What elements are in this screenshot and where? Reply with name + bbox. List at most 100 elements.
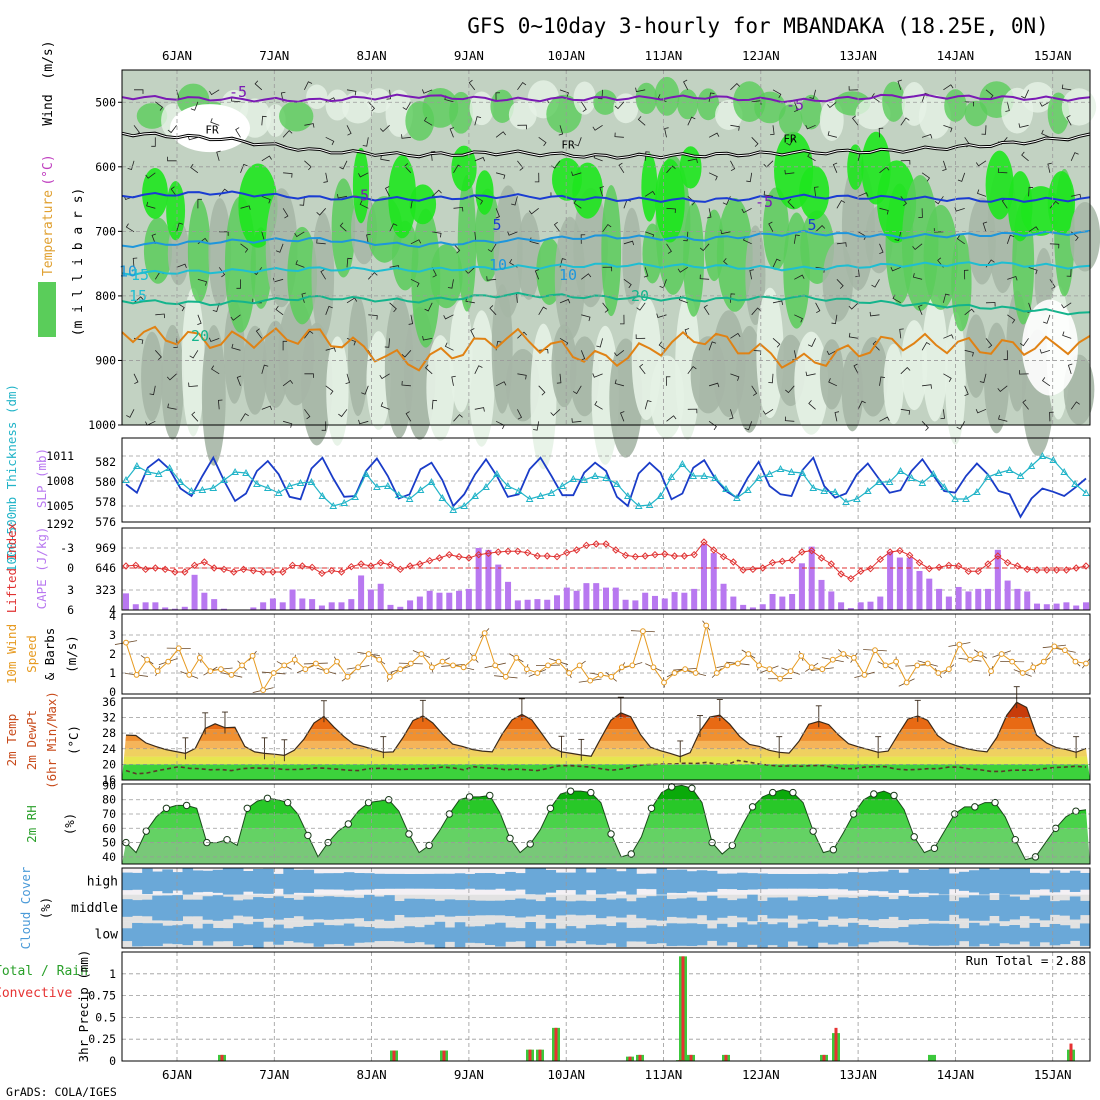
cloud-cell	[797, 896, 809, 920]
rh-point	[728, 841, 737, 850]
thickness-tick-label: 578	[95, 495, 116, 509]
wind-speed-point	[1051, 643, 1058, 650]
thickness-point	[656, 491, 665, 499]
wind-barb	[197, 314, 202, 326]
cape-bar	[436, 592, 443, 610]
cloud-cell	[545, 897, 557, 919]
cloud-cell	[1039, 895, 1051, 921]
cloud-cell	[1079, 900, 1091, 916]
wind-barb	[828, 378, 838, 387]
wind-barb	[687, 408, 698, 414]
cloud-cell	[777, 922, 788, 947]
cape-bar	[505, 581, 512, 610]
wind-barb	[474, 407, 485, 412]
lifted-index-point	[563, 548, 571, 557]
cape-bar	[749, 607, 756, 610]
cloud-cell	[333, 925, 345, 944]
wind-speed-point	[523, 666, 530, 673]
cloud-cell	[535, 928, 546, 941]
cloud-level-label: high	[87, 874, 118, 889]
contour-label: FR	[783, 132, 797, 145]
wind-barb	[683, 79, 689, 91]
wind-barb	[558, 125, 564, 136]
cloud-cell	[515, 873, 526, 890]
cloud-cell	[545, 923, 557, 947]
cloud-cell	[263, 898, 274, 918]
cape-bar	[328, 602, 335, 610]
wind-speed-point	[819, 666, 826, 673]
thickness-point	[885, 477, 894, 485]
rh-band	[122, 828, 1090, 843]
contour-label: -5	[786, 96, 804, 114]
precip-conv-bar	[689, 1054, 693, 1061]
lifted-index-point	[474, 550, 483, 559]
lifted-index-point	[504, 547, 512, 556]
wind-speed-point	[650, 664, 657, 671]
cloud-cell	[696, 900, 708, 916]
lifted-index-point	[445, 550, 453, 559]
wind-barb	[517, 81, 527, 91]
wind-speed-point	[218, 666, 224, 673]
lifted-index-point	[328, 566, 336, 575]
rh-tick-label: 70	[102, 807, 116, 821]
rh-blob-dry	[1022, 299, 1078, 396]
wind-barb	[832, 162, 838, 173]
lifted-index-point	[190, 561, 199, 570]
precip-tick-label: 0.5	[95, 1010, 116, 1024]
cloud-cell	[202, 870, 214, 892]
cloud-cell	[1069, 896, 1081, 920]
wind-barb	[836, 242, 847, 247]
cape-bar	[563, 587, 570, 610]
cloud-cell	[999, 868, 1010, 895]
cloud-cell	[948, 924, 960, 946]
thickness-point	[613, 479, 621, 487]
wind-barb	[468, 79, 476, 91]
lifted-index-point	[729, 558, 738, 566]
wind-barb	[706, 208, 712, 219]
wind-barb	[167, 156, 177, 162]
wind-barb	[261, 364, 269, 374]
wind-barb	[814, 186, 819, 197]
rh-blob-wet	[388, 155, 417, 239]
wind-barb	[981, 125, 987, 135]
rh-blob-top	[613, 93, 639, 124]
wind-barb	[304, 123, 315, 128]
wind-speed-point	[829, 656, 836, 663]
cloud-cell	[777, 873, 788, 889]
wind-speed-point	[492, 662, 499, 669]
cloud-cell	[616, 922, 627, 947]
thickness-point	[133, 461, 141, 469]
cloud-cell	[323, 896, 335, 920]
lifted-index-point	[905, 551, 914, 560]
cloud-cell	[797, 873, 809, 889]
wind-barb	[785, 385, 795, 394]
cape-bar	[397, 606, 404, 610]
cloud-cell	[162, 895, 173, 921]
wind-barb	[687, 116, 696, 126]
cloud-cell	[616, 898, 627, 918]
date-label-top: 12JAN	[742, 48, 780, 63]
cloud-cell	[807, 873, 819, 889]
cloud-cell	[142, 868, 153, 895]
cape-bar	[945, 596, 952, 610]
cloud-level-label: middle	[71, 901, 118, 916]
wind-barb	[922, 384, 932, 389]
rh-tick-label: 90	[102, 778, 116, 792]
thickness-point	[471, 491, 479, 499]
cloud-cell	[515, 928, 526, 942]
wind-speed-point	[1040, 658, 1047, 665]
wind-speed-point	[1019, 670, 1026, 676]
lifted-index-point	[749, 565, 757, 574]
wind-tick-label: 0	[109, 685, 116, 699]
thickness-point	[493, 469, 501, 477]
wind-barb	[613, 350, 625, 357]
lifted-index-point	[984, 560, 992, 568]
wind-barb	[173, 338, 178, 349]
isotherm-10	[121, 229, 1091, 249]
wind-barb	[848, 332, 859, 339]
cape-bar	[456, 590, 463, 610]
wind-barb	[424, 302, 433, 312]
cloud-cell	[152, 923, 163, 947]
cape-tick-label: 323	[95, 583, 116, 597]
